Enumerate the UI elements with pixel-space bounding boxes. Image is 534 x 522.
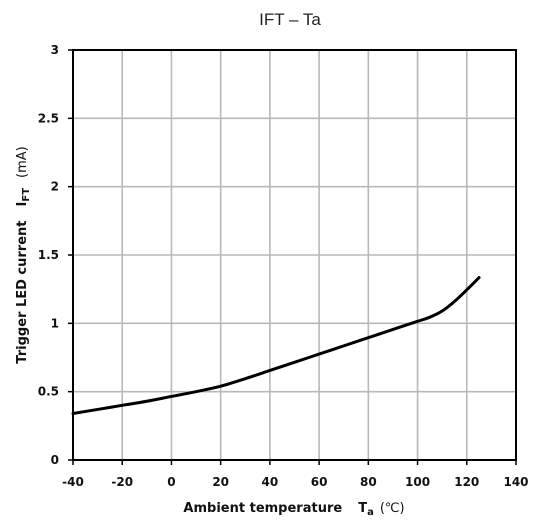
y-tick-label: 0 — [51, 453, 59, 467]
x-tick-label: 60 — [311, 475, 328, 489]
x-tick-label: 100 — [405, 475, 430, 489]
y-axis-label: Trigger LED currentIFT(mA) — [15, 146, 32, 363]
x-axis-label: Ambient temperature Ta (℃) — [183, 501, 404, 518]
y-tick-label: 2.5 — [38, 111, 59, 125]
y-tick-label: 1 — [51, 316, 59, 330]
x-tick-label: 140 — [503, 475, 528, 489]
y-tick-label: 3 — [51, 43, 59, 57]
gridlines — [68, 49, 517, 465]
x-tick-label: -40 — [62, 475, 84, 489]
plot-frame — [72, 49, 517, 461]
tick-labels: -40 -20 0 20 40 60 80 100 120 140 0 0.5 1 1.5 2 2.5 3 — [38, 43, 529, 489]
y-tick-label: 1.5 — [38, 248, 59, 262]
x-tick-label: 0 — [167, 475, 175, 489]
x-tick-label: 120 — [454, 475, 479, 489]
x-tick-label: 40 — [262, 475, 279, 489]
y-tick-label: 2 — [51, 180, 59, 194]
x-tick-label: 80 — [360, 475, 377, 489]
series-line — [71, 276, 481, 416]
chart-title: IFT – Ta — [259, 10, 321, 29]
y-tick-label: 0.5 — [38, 385, 59, 399]
x-tick-label: 20 — [212, 475, 229, 489]
x-tick-label: -20 — [111, 475, 133, 489]
